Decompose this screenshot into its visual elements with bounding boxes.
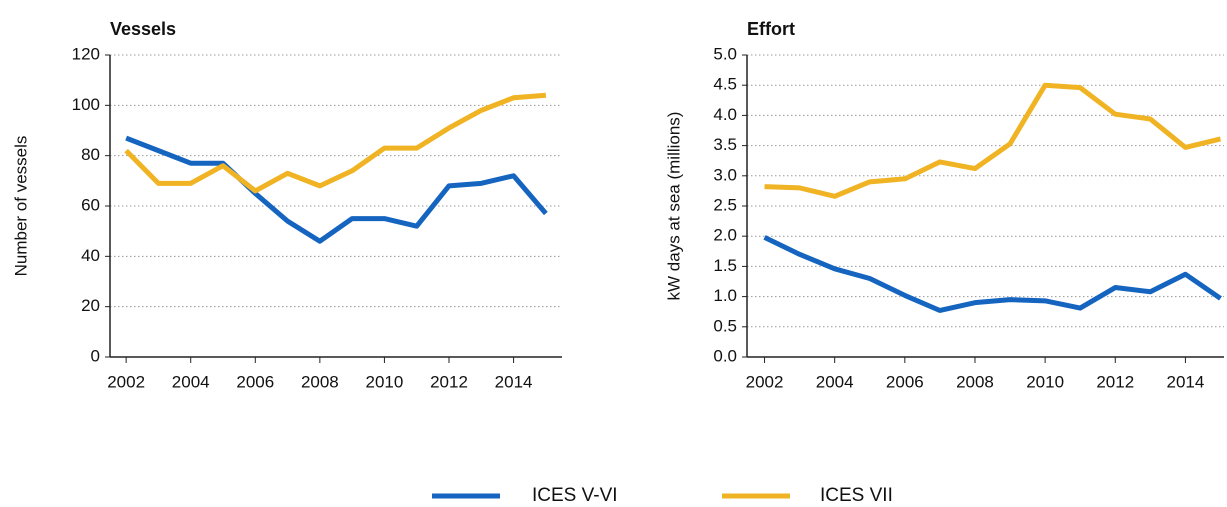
line-series — [125, 135, 548, 244]
x-tick-label: 2008 — [301, 372, 339, 391]
y-tick-label: 80 — [81, 145, 100, 164]
x-tick-label: 2010 — [366, 372, 404, 391]
x-tick-label: 2012 — [430, 372, 468, 391]
y-tick-label: 4.5 — [713, 75, 737, 94]
x-tick-label: 2004 — [816, 372, 854, 391]
x-tick-label: 2006 — [236, 372, 274, 391]
x-tick-label: 2004 — [172, 372, 210, 391]
y-tick-label: 4.0 — [713, 105, 737, 124]
y-tick-label: 120 — [72, 44, 100, 63]
y-tick-label: 60 — [81, 195, 100, 214]
x-tick-label: 2008 — [956, 372, 994, 391]
y-tick-label: 40 — [81, 246, 100, 265]
x-tick-label: 2006 — [886, 372, 924, 391]
y-tick-label: 0 — [91, 346, 100, 365]
line-series — [124, 92, 547, 194]
line-series — [763, 235, 1222, 313]
x-tick-label: 2014 — [495, 372, 533, 391]
y-tick-label: 5.0 — [713, 44, 737, 63]
y-axis-label: kW days at sea (millions) — [664, 112, 683, 301]
y-tick-label: 2.5 — [713, 195, 737, 214]
y-tick-label: 2.0 — [713, 226, 737, 245]
y-axis-label: Number of vessels — [11, 136, 30, 277]
chart-title: Effort — [747, 19, 795, 39]
x-tick-label: 2002 — [746, 372, 784, 391]
y-tick-label: 0.5 — [713, 316, 737, 335]
y-tick-label: 100 — [72, 95, 100, 114]
chart-title: Vessels — [110, 19, 176, 39]
x-tick-label: 2010 — [1026, 372, 1064, 391]
y-tick-label: 1.0 — [713, 286, 737, 305]
line-series — [764, 82, 1222, 199]
x-tick-label: 2014 — [1167, 372, 1205, 391]
y-tick-label: 0.0 — [713, 346, 737, 365]
y-tick-label: 20 — [81, 296, 100, 315]
legend-label: ICES VII — [820, 485, 893, 506]
legend-label: ICES V-VI — [532, 485, 618, 506]
y-tick-label: 1.5 — [713, 256, 737, 275]
y-tick-label: 3.5 — [713, 135, 737, 154]
x-tick-label: 2012 — [1096, 372, 1134, 391]
x-tick-label: 2002 — [107, 372, 145, 391]
y-tick-label: 3.0 — [713, 165, 737, 184]
